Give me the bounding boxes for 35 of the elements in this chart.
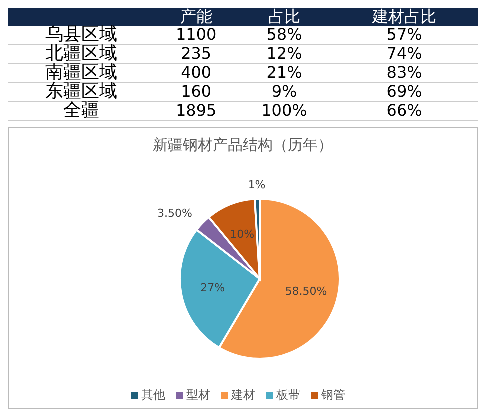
text: 66% — [386, 101, 422, 120]
text: 9% — [272, 82, 298, 101]
text: 74% — [386, 44, 422, 63]
text: 12% — [266, 44, 302, 63]
chart-title: 新疆钢材产品结构（历年） — [152, 136, 334, 155]
text: 160 — [181, 82, 212, 101]
data-label: 58.50% — [285, 285, 328, 298]
table-header: 产能 占比 建材占比 — [8, 8, 478, 26]
data-label: 27% — [200, 281, 226, 294]
data-label: 1% — [248, 178, 266, 192]
legend-label: 建材 — [232, 388, 256, 402]
text: 21% — [266, 63, 302, 82]
legend-label: 钢管 — [322, 388, 346, 402]
text: 400 — [181, 63, 212, 82]
category-label: 占比 — [238, 7, 332, 26]
legend-label: 型材 — [186, 388, 210, 402]
data-label: 10% — [230, 228, 255, 241]
category-label: 乌县区域 — [45, 24, 118, 45]
text: 58% — [266, 25, 302, 44]
category-label: 全疆 — [63, 100, 100, 121]
category-label: 产能 — [154, 7, 238, 26]
legend-label: 板带 — [276, 388, 300, 402]
category-label: 建材占比 — [331, 7, 478, 26]
category-label: 东疆区域 — [45, 81, 118, 102]
text: 69% — [386, 82, 422, 101]
category-label: 南疆区域 — [45, 62, 118, 83]
text: 100% — [262, 101, 308, 120]
text: 1895 — [176, 101, 217, 120]
legend-label: 其他 — [142, 388, 166, 402]
text: 83% — [386, 63, 422, 82]
text: 235 — [181, 44, 212, 63]
data-label: 3.50% — [158, 207, 192, 220]
text: 57% — [386, 25, 422, 44]
category-label: 北疆区域 — [45, 43, 118, 64]
text: 1100 — [176, 25, 217, 44]
